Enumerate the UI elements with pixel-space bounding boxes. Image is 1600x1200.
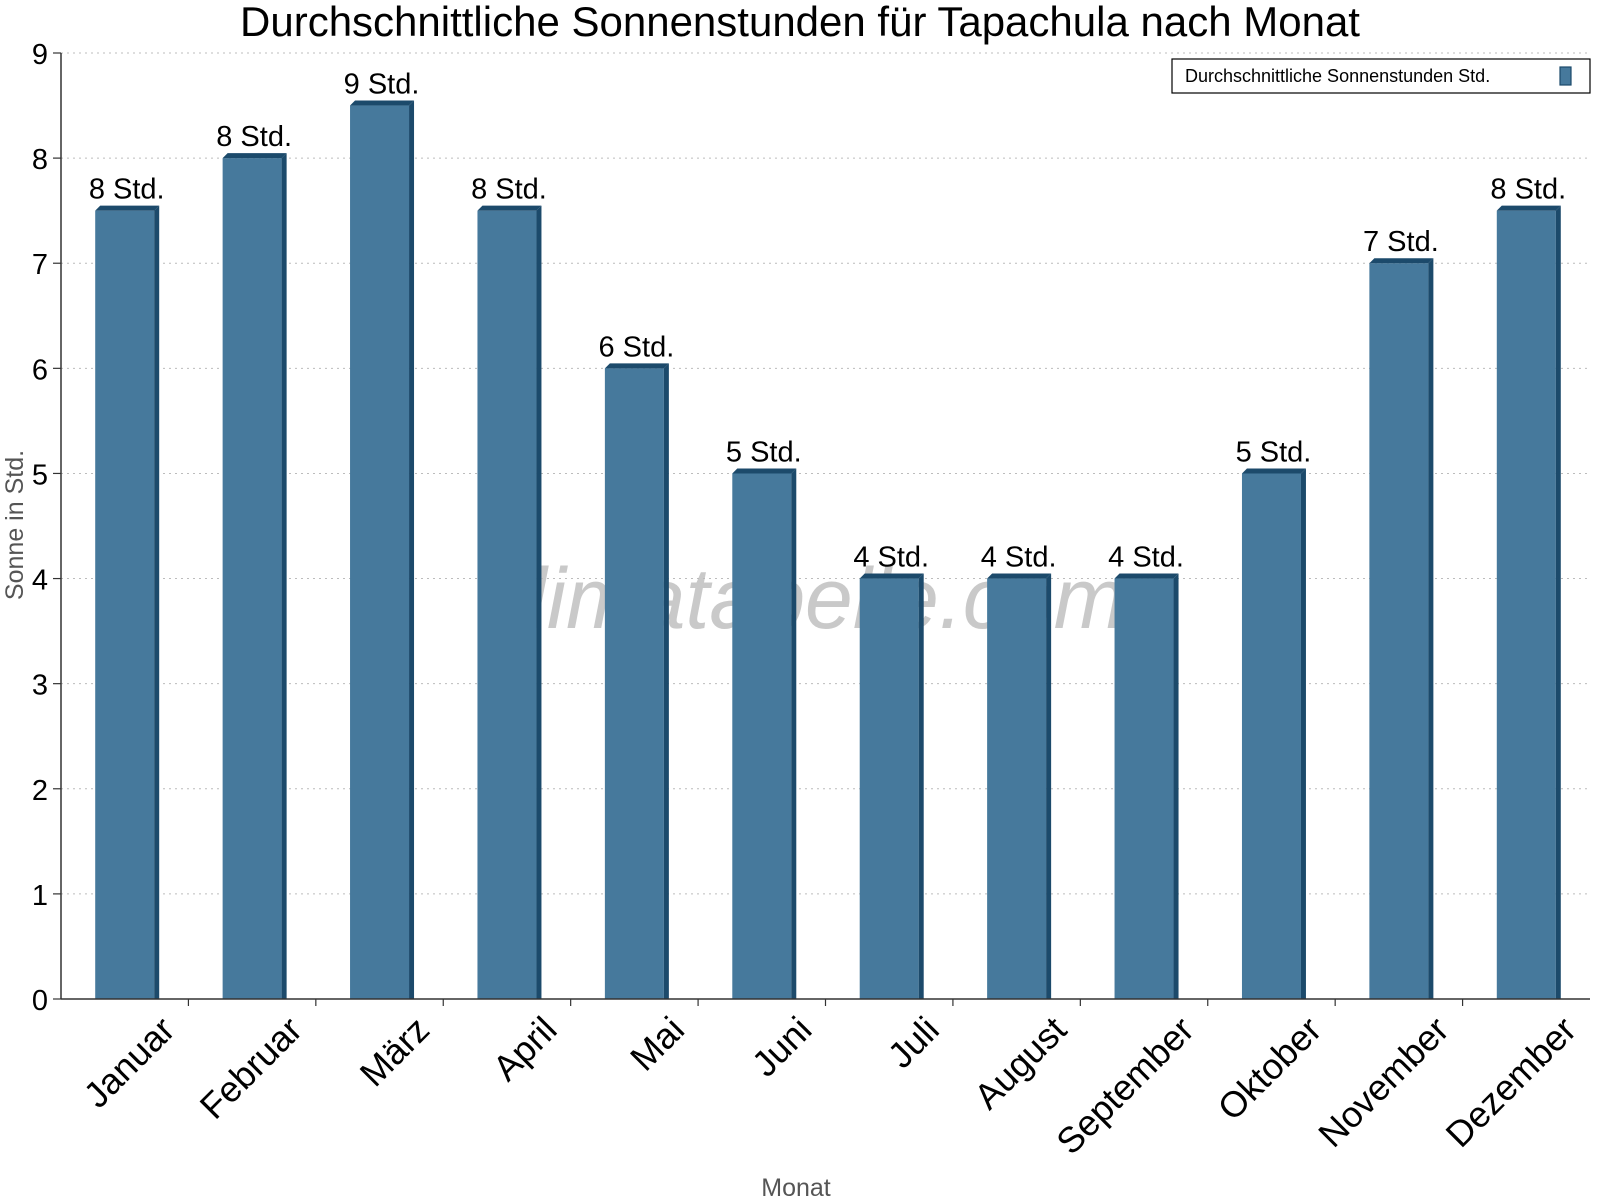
bar-top xyxy=(1369,258,1434,264)
data-label: 4 Std. xyxy=(981,542,1057,574)
y-tick-label: 8 xyxy=(32,144,48,176)
y-axis-label: Sonne in Std. xyxy=(1,450,29,600)
bar-side xyxy=(1428,258,1434,999)
bar-side xyxy=(281,153,287,1000)
y-tick-label: 6 xyxy=(32,354,48,386)
bar-dezember xyxy=(1496,210,1556,999)
bar-august xyxy=(987,578,1047,999)
x-tick-label: September xyxy=(1048,1009,1202,1163)
bar-side xyxy=(409,100,415,1000)
data-label: 8 Std. xyxy=(471,174,547,206)
bar-side xyxy=(663,363,669,999)
y-tick-label: 3 xyxy=(32,670,48,702)
legend-box xyxy=(1171,58,1591,94)
data-label: 8 Std. xyxy=(89,174,165,206)
bar-side xyxy=(154,205,160,999)
bar-top xyxy=(477,205,542,211)
bar-side xyxy=(1173,573,1179,999)
data-label: 6 Std. xyxy=(598,331,674,363)
bar-top xyxy=(95,205,160,211)
bar-november xyxy=(1369,263,1429,999)
x-tick-label: Februar xyxy=(192,1009,310,1127)
bar-side xyxy=(1555,205,1561,999)
bar-top xyxy=(1114,573,1179,579)
x-tick-label: Januar xyxy=(76,1009,183,1116)
y-tick-label: 4 xyxy=(32,565,48,597)
grid-lines xyxy=(61,52,1590,895)
bar-april xyxy=(477,210,537,999)
data-label: 5 Std. xyxy=(1236,436,1312,468)
data-label: 7 Std. xyxy=(1363,226,1439,258)
data-label: 8 Std. xyxy=(216,121,292,153)
y-tick-label: 9 xyxy=(32,39,48,71)
bar-top xyxy=(604,363,669,369)
bar-series xyxy=(95,100,1561,1000)
bar-top xyxy=(350,100,415,106)
bar-side xyxy=(1046,573,1052,999)
bar-side xyxy=(1300,468,1306,999)
bar-side xyxy=(536,205,542,999)
data-label: 5 Std. xyxy=(726,436,802,468)
y-axis-ticks: 0 1 2 3 4 5 6 7 8 9 xyxy=(32,39,61,1017)
bar-top xyxy=(732,468,797,474)
y-tick-label: 5 xyxy=(32,459,48,491)
x-tick-label: März xyxy=(352,1009,438,1095)
bar-top xyxy=(987,573,1052,579)
x-tick-label: Juli xyxy=(880,1009,947,1076)
bar-m-rz xyxy=(350,105,410,1000)
y-tick-label: 7 xyxy=(32,249,48,281)
bar-september xyxy=(1114,578,1174,999)
bar-top xyxy=(859,573,924,579)
x-axis-label: Monat xyxy=(761,1174,831,1200)
x-tick-label: Mai xyxy=(622,1009,692,1079)
y-tick-label: 1 xyxy=(32,880,48,912)
bar-oktober xyxy=(1241,473,1301,999)
bar-mai xyxy=(604,368,664,999)
x-axis-ticks: Januar Februar März April Mai Juni Juli AugustS… xyxy=(76,999,1584,1162)
bar-februar xyxy=(222,158,282,1000)
x-tick-label: November xyxy=(1310,1009,1456,1155)
chart-title: Durchschnittliche Sonnenstunden für Tapa… xyxy=(240,0,1360,45)
legend-swatch xyxy=(1559,66,1572,86)
data-labels: 8 Std. 8 Std. 9 Std. 8 Std. 6 Std. 5 Std. 4 St… xyxy=(89,69,1566,574)
legend-label: Durchschnittliche Sonnenstunden Std. xyxy=(1185,66,1490,86)
data-label: 4 Std. xyxy=(853,542,929,574)
bar-top xyxy=(1241,468,1306,474)
bar-juni xyxy=(732,473,792,999)
x-tick-label: Oktober xyxy=(1210,1009,1330,1129)
x-tick-label: August xyxy=(966,1009,1074,1117)
bar-top xyxy=(1496,205,1561,211)
data-label: 9 Std. xyxy=(344,69,420,101)
bar-top xyxy=(222,153,287,159)
bar-side xyxy=(791,468,797,999)
x-tick-label: Dezember xyxy=(1438,1009,1584,1155)
bar-side xyxy=(918,573,924,999)
bar-januar xyxy=(95,210,155,999)
x-tick-label: April xyxy=(485,1009,565,1089)
bar-juli xyxy=(859,578,919,999)
y-tick-label: 2 xyxy=(32,775,48,807)
x-tick-label: Juni xyxy=(744,1009,820,1085)
y-tick-label: 0 xyxy=(32,985,48,1017)
data-label: 4 Std. xyxy=(1108,542,1184,574)
legend: Durchschnittliche Sonnenstunden Std. xyxy=(1171,58,1591,94)
data-label: 8 Std. xyxy=(1490,174,1566,206)
